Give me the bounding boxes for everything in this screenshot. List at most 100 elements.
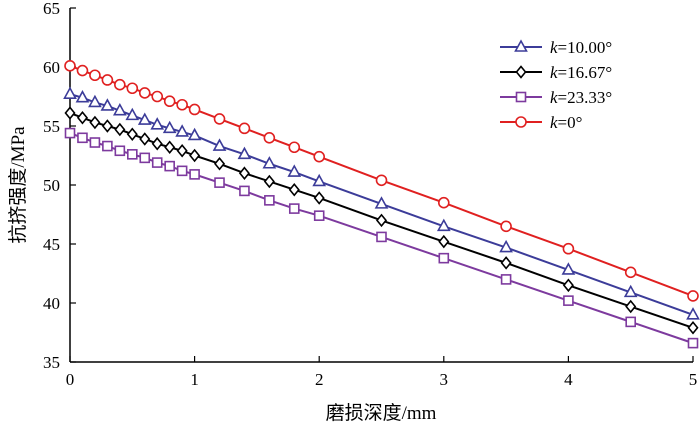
data-point [187,127,202,141]
y-tick-label: 50 [43,176,60,195]
x-tick-label: 1 [190,370,199,389]
legend-k-symbol: k [550,113,558,132]
data-point [500,274,512,285]
data-point [313,150,326,163]
legend-label: k=23.33° [550,88,612,107]
y-tick-label: 45 [43,235,60,254]
data-point [437,196,450,209]
data-point [561,262,576,275]
data-point [189,148,201,163]
legend-label: k=10.00° [550,38,612,57]
data-point [625,316,637,328]
data-point [438,252,450,264]
data-point [138,87,151,99]
data-point [263,132,276,144]
data-point [176,144,188,158]
data-point [114,78,126,91]
data-point [75,90,90,103]
data-point [151,136,163,151]
y-tick-label: 60 [43,58,60,77]
data-point [150,117,165,130]
data-point [212,138,227,151]
legend-marker [515,91,527,103]
data-point [214,177,225,188]
legend: k=10.00°k=16.67°k=23.33°k=0° [500,38,612,132]
data-point [64,127,76,139]
legend-item: k=16.67° [500,63,612,82]
data-point [375,213,388,228]
data-point [313,210,325,221]
data-point [164,140,176,155]
legend-k-value: =16.67° [558,63,613,82]
y-ticks: 35 40 45 50 55 60 65 [43,0,76,372]
data-point [623,284,638,298]
legend-item: k=0° [500,113,582,132]
series-layer [63,60,700,349]
legend-marker [514,39,528,52]
data-point [101,74,114,86]
data-point [438,234,450,249]
series-circle [64,60,699,302]
x-tick-label: 0 [66,370,75,389]
data-point [139,132,151,146]
data-point [88,94,102,108]
data-point [89,137,101,148]
x-ticks: 0 1 2 3 4 5 [66,356,697,389]
data-point [164,160,175,172]
data-point [237,146,252,160]
legend-k-symbol: k [550,63,558,82]
data-point [77,132,88,144]
data-point [263,174,275,189]
data-point [213,113,226,125]
legend-item: k=10.00° [500,38,612,57]
data-point [89,115,101,130]
legend-marker [515,65,527,79]
data-point [687,337,699,349]
data-point [562,278,574,293]
series-line [69,112,694,329]
data-point [162,120,177,134]
y-axis-title: 抗挤强度/MPa [7,126,29,244]
data-point [687,321,699,335]
data-point [151,90,164,103]
series-square [64,127,699,349]
data-point [287,164,302,177]
legend-label: k=0° [550,113,582,132]
legend-marker [515,116,527,128]
series-line [69,132,694,345]
data-point [63,86,77,99]
data-point [262,156,277,169]
series-line [69,64,694,297]
legend-k-symbol: k [550,38,558,57]
data-point [562,242,575,255]
data-point [112,102,127,116]
data-point [89,69,101,82]
x-axis-title: 磨损深度/mm [326,402,437,424]
data-point [188,103,201,116]
legend-k-value: =23.33° [558,88,613,107]
data-point [126,82,139,95]
data-point [264,195,275,206]
data-point [374,196,389,209]
x-tick-label: 2 [315,370,324,389]
data-point [114,145,126,157]
data-point [436,218,451,232]
data-point [499,239,513,253]
data-point [288,203,300,214]
y-tick-label: 65 [43,0,60,18]
data-point [313,191,325,205]
data-point [687,290,699,302]
data-point [101,119,113,133]
legend-k-value: =0° [558,113,583,132]
data-point [64,106,76,120]
data-point [76,110,88,125]
data-point [139,152,151,164]
data-point [500,220,512,233]
data-point [375,174,388,187]
data-point [102,140,113,152]
data-point [76,64,89,77]
x-tick-label: 4 [564,370,573,389]
data-point [288,141,301,154]
data-point [163,95,176,108]
